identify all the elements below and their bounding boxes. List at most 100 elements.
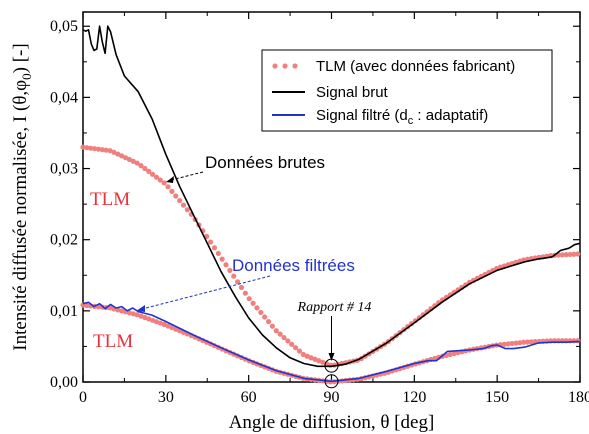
tlm-point [184,207,190,213]
tlm-point [273,328,279,334]
tlm-point [235,279,241,285]
series-line-brut [82,25,581,368]
y-tick-label: 0,05 [50,18,78,35]
annotations-layer: Données brutes Données filtrées TLM TLM Rapp… [90,153,372,389]
tlm-point [149,171,156,177]
tlm-point [146,168,152,174]
tlm-point [501,341,507,347]
legend-marker-tlm [292,63,298,69]
tlm-point [524,339,531,345]
series-layer [80,25,581,385]
y-tick-label: 0,04 [50,89,78,106]
tlm-point [567,251,573,258]
tlm-point [265,319,272,325]
annotation-arrow-filtrees [141,275,271,310]
tlm-point [269,323,276,329]
tlm-point [219,256,225,262]
tlm-point [281,334,287,341]
legend-item-filtre: Signal filtré (dc : adaptatif) [272,107,488,127]
tlm-point [517,340,523,346]
legend: TLM (avec données fabricant) Signal brut… [261,49,553,132]
tlm-point [84,145,90,151]
tlm-point [277,331,283,337]
x-tick-label: 120 [402,389,426,406]
tlm-point [289,341,295,347]
tlm-point [246,296,252,302]
tlm-point [563,252,569,258]
tlm-point [571,251,577,257]
tlm-point [211,245,218,251]
x-tick-label: 90 [324,389,340,406]
tlm-point [173,193,179,199]
tlm-point [153,174,160,180]
legend-label-filtre: Signal filtré (dc : adaptatif) [316,107,488,127]
tlm-point [296,348,303,354]
arrowhead-icon [136,305,145,312]
tlm-point [238,284,245,291]
y-tick-label: 0,00 [50,374,78,391]
tlm-point [169,188,175,194]
tlm-point [575,251,581,257]
tlm-point [258,309,264,316]
annotation-tlm-upper: TLM [90,189,130,210]
tlm-point [142,165,148,172]
legend-item-brut: Signal brut [272,84,389,101]
ticks-layer: 0 30 60 90 120 150 180 0,00 0,01 0,02 0,03 0,04 0,05 [50,12,589,406]
y-axis-title: Intensité diffusée normalisée, I (θ,φ0) … [10,43,34,350]
tlm-point [88,145,94,151]
tlm-point [157,177,163,183]
tlm-point [254,305,260,311]
tlm-point [223,262,229,268]
tlm-point [227,267,233,274]
tlm-point [207,239,214,245]
tlm-point [84,302,90,309]
legend-marker-tlm [282,63,288,69]
tlm-point [293,345,299,351]
arrowhead-icon [328,353,335,361]
tlm-point [138,163,144,169]
annotation-tlm-lower: TLM [93,331,133,352]
x-tick-label: 60 [241,389,257,406]
tlm-point [130,158,136,164]
annotation-donnees-filtrees: Données filtrées [232,256,355,275]
tlm-point [528,339,535,345]
tlm-point [122,155,129,161]
arrowhead-icon [166,176,174,183]
tlm-point [134,160,140,166]
x-axis-title: Angle de diffusion, θ [deg] [229,412,435,433]
tlm-point [509,340,515,347]
tlm-point [180,202,187,208]
tlm-point [505,341,511,347]
marker-circle-lower [324,374,339,389]
tlm-point [250,300,256,306]
legend-box [261,49,553,132]
tlm-point [95,146,102,152]
tlm-point [300,351,306,358]
tlm-point [99,147,105,153]
x-tick-label: 30 [158,389,174,406]
tlm-point [126,156,132,163]
tlm-point [215,250,221,257]
y-tick-label: 0,02 [50,232,78,249]
tlm-point [115,151,121,157]
legend-label-brut: Signal brut [316,84,389,101]
x-tick-label: 150 [485,389,509,406]
y-tick-label: 0,01 [50,303,78,320]
y-tick-label: 0,03 [50,161,78,178]
tlm-point [103,147,109,153]
tlm-point [242,290,248,296]
annotation-rapport: Rapport # 14 [297,300,372,315]
tlm-point [262,314,268,320]
tlm-point [161,180,167,186]
tlm-point [285,338,291,344]
series-line-filtre [82,301,581,383]
tlm-point [559,252,565,258]
x-tick-label: 0 [79,389,87,406]
tlm-point [165,184,171,190]
legend-marker-tlm [272,63,278,69]
tlm-point [91,146,98,152]
tlm-point [111,149,117,155]
annotation-arrow-brutes [170,171,204,181]
tlm-point [513,340,519,346]
